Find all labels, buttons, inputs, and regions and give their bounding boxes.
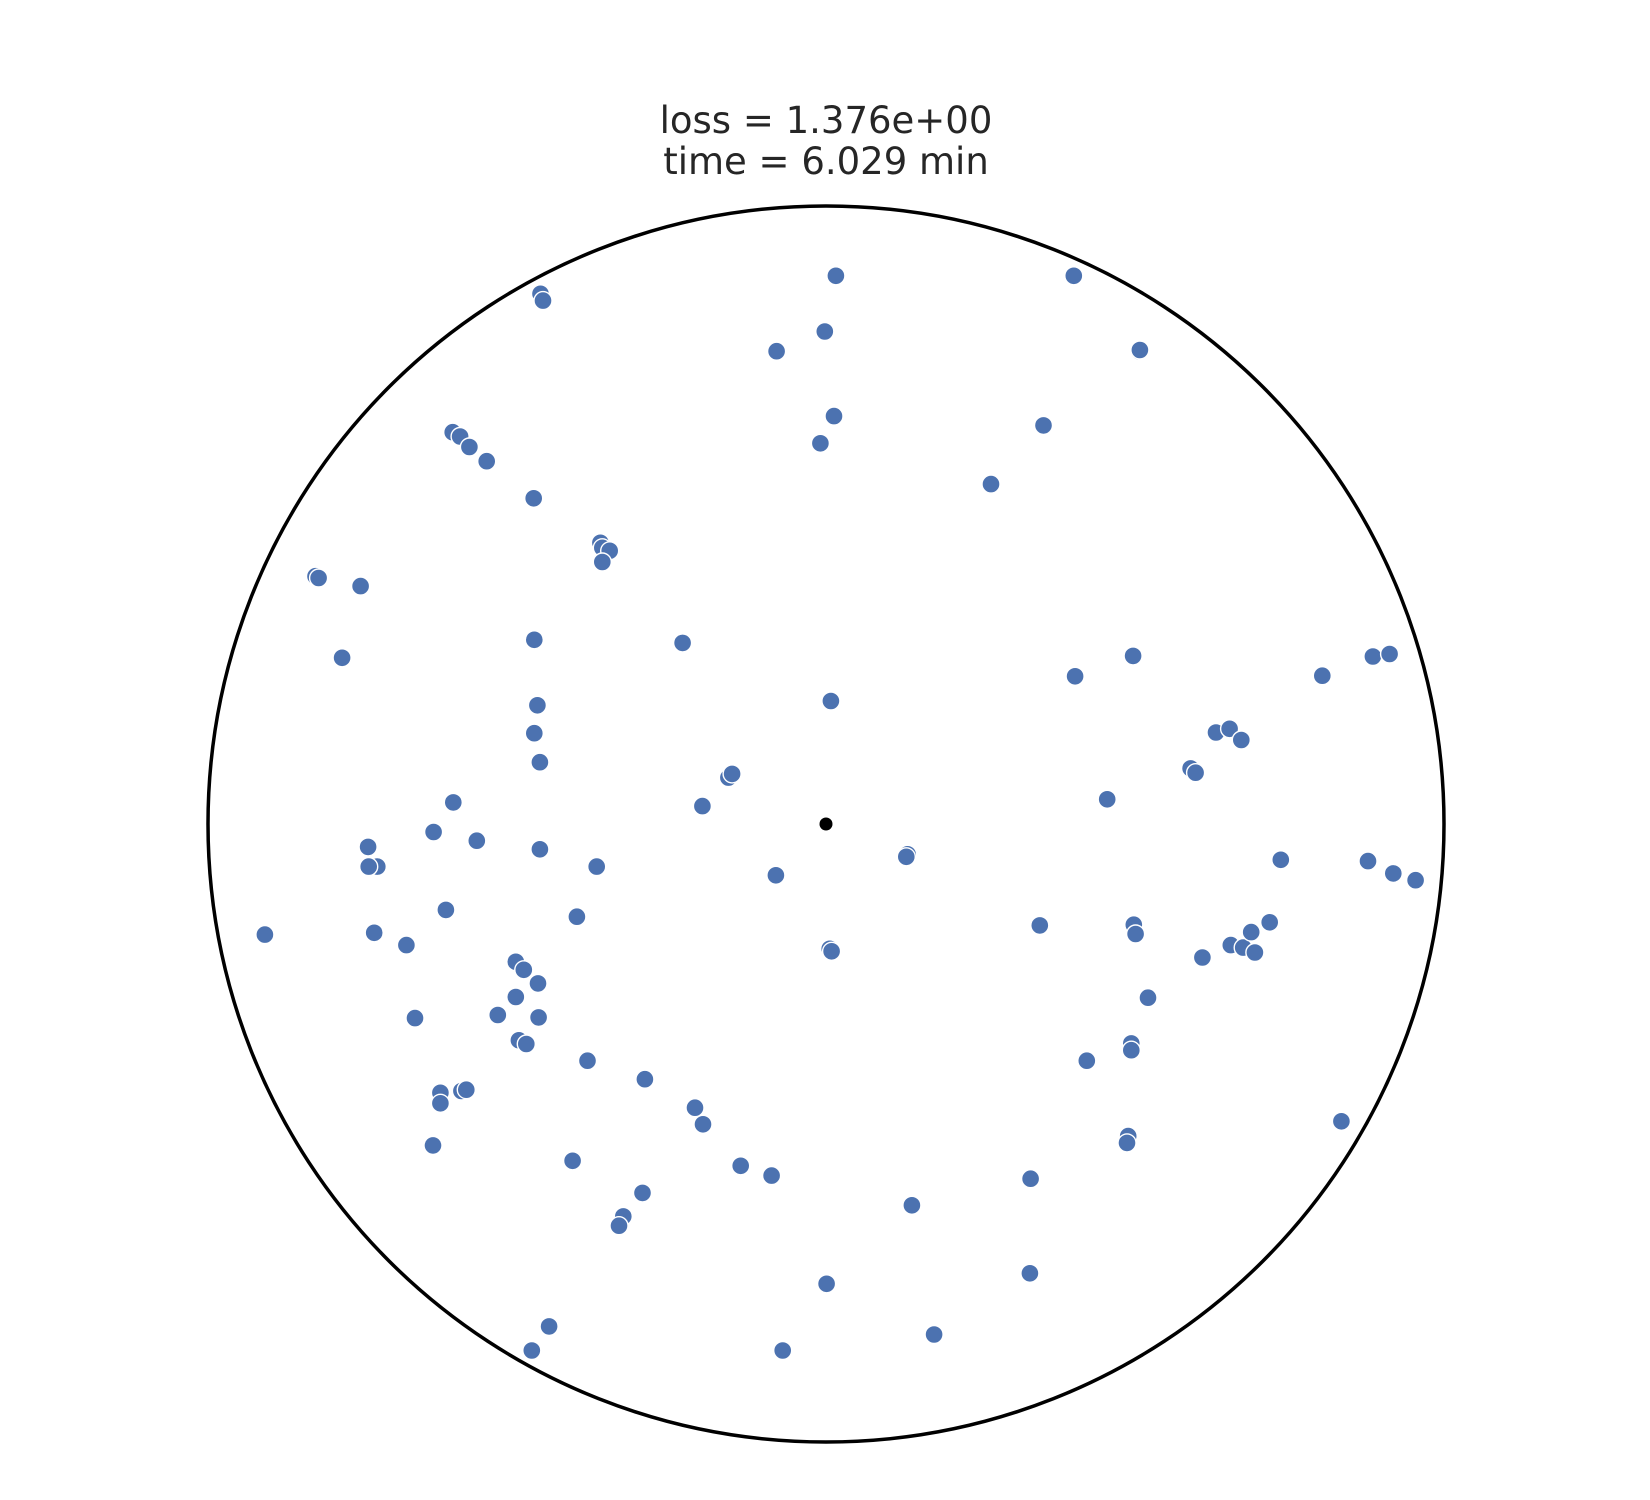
data-point-0-100: [423, 1135, 443, 1156]
data-point-0-56: [1271, 850, 1291, 870]
data-point-0-102: [731, 1156, 751, 1176]
data-point-0-78: [528, 973, 548, 994]
data-point-0-37: [1219, 719, 1240, 739]
data-point-0-81: [528, 1007, 549, 1028]
data-point-0-110: [1020, 1263, 1040, 1284]
data-point-0-24: [332, 648, 352, 668]
data-point-0-105: [902, 1195, 922, 1216]
data-point-0-14: [459, 437, 480, 457]
data-point-0-27: [1123, 646, 1143, 666]
data-point-0-108: [609, 1215, 629, 1236]
data-point-0-54: [896, 847, 916, 867]
data-point-0-55: [766, 865, 786, 885]
data-point-0-79: [506, 987, 526, 1007]
data-point-0-8: [824, 406, 844, 426]
data-point-0-50: [587, 856, 607, 877]
data-point-0-1: [533, 290, 553, 311]
center-marker: [819, 817, 833, 831]
data-point-0-10: [1033, 415, 1054, 436]
data-point-0-99: [1117, 1133, 1137, 1153]
data-point-0-9: [810, 433, 831, 453]
data-point-0-49: [1097, 789, 1117, 809]
data-point-0-4: [766, 341, 787, 361]
data-point-0-86: [1138, 988, 1158, 1008]
data-point-0-16: [524, 488, 544, 508]
data-point-0-63: [396, 935, 417, 955]
data-point-0-82: [405, 1008, 425, 1028]
data-point-0-109: [816, 1274, 837, 1294]
data-point-0-84: [516, 1034, 536, 1054]
data-point-0-113: [773, 1340, 793, 1361]
data-point-0-26: [672, 633, 693, 653]
data-point-0-111: [539, 1316, 559, 1337]
data-point-0-25: [524, 630, 544, 650]
data-point-0-58: [1383, 863, 1404, 884]
data-point-0-70: [1259, 912, 1280, 932]
data-point-0-46: [467, 831, 487, 851]
data-point-0-75: [821, 941, 842, 961]
data-point-0-103: [761, 1165, 782, 1186]
data-point-0-48: [358, 837, 378, 857]
data-point-0-97: [1331, 1111, 1352, 1132]
data-point-0-59: [1405, 870, 1426, 890]
data-point-0-28: [1065, 666, 1085, 686]
data-point-0-114: [924, 1324, 944, 1345]
data-point-0-64: [255, 924, 275, 945]
data-point-0-65: [1030, 915, 1050, 936]
data-point-0-38: [1231, 730, 1252, 750]
data-point-0-72: [1245, 942, 1265, 963]
points-layer: [255, 266, 1426, 1361]
data-point-0-43: [692, 796, 713, 816]
data-point-0-80: [488, 1005, 508, 1025]
data-point-0-90: [635, 1069, 655, 1089]
data-point-0-47: [530, 839, 550, 859]
chart-title-line-1: loss = 1.376e+00: [660, 99, 993, 142]
data-point-0-20: [592, 552, 612, 572]
data-point-0-62: [364, 923, 384, 943]
data-point-0-101: [562, 1151, 583, 1171]
data-point-0-32: [821, 691, 841, 711]
data-point-0-95: [685, 1097, 705, 1118]
data-point-0-40: [1185, 763, 1206, 783]
data-point-0-11: [981, 474, 1001, 494]
data-point-0-33: [527, 695, 548, 715]
data-point-0-57: [1358, 851, 1378, 871]
data-point-0-112: [522, 1340, 542, 1361]
data-point-0-45: [423, 822, 444, 842]
data-point-0-106: [632, 1183, 653, 1203]
data-point-0-42: [722, 764, 742, 784]
data-point-0-88: [1121, 1040, 1142, 1060]
data-point-0-22: [308, 568, 329, 588]
data-point-0-104: [1020, 1168, 1041, 1189]
data-point-0-44: [443, 792, 463, 813]
data-point-0-23: [350, 576, 371, 596]
chart-title-line-2: time = 6.029 min: [663, 140, 989, 183]
data-point-0-31: [1379, 644, 1400, 664]
data-point-0-2: [826, 266, 846, 286]
data-point-0-3: [1064, 266, 1084, 286]
unit-circle-boundary: [206, 204, 1446, 1444]
data-point-0-60: [436, 900, 456, 920]
data-point-0-93: [456, 1079, 476, 1100]
data-point-0-77: [514, 960, 534, 980]
data-point-0-52: [359, 856, 379, 877]
data-point-0-61: [567, 907, 587, 927]
data-point-0-67: [1125, 924, 1146, 944]
data-point-0-5: [815, 321, 835, 342]
data-point-0-73: [1192, 947, 1213, 968]
data-point-0-30: [1363, 646, 1383, 667]
data-point-0-15: [477, 451, 497, 471]
data-point-0-96: [693, 1114, 713, 1135]
data-point-0-94: [430, 1093, 451, 1114]
data-point-0-71: [1241, 922, 1261, 942]
data-point-0-29: [1312, 666, 1333, 686]
data-point-0-7: [1130, 340, 1150, 360]
data-point-0-34: [524, 723, 544, 743]
data-point-0-89: [1077, 1050, 1097, 1071]
data-point-0-35: [530, 752, 550, 772]
data-point-0-85: [577, 1050, 598, 1071]
